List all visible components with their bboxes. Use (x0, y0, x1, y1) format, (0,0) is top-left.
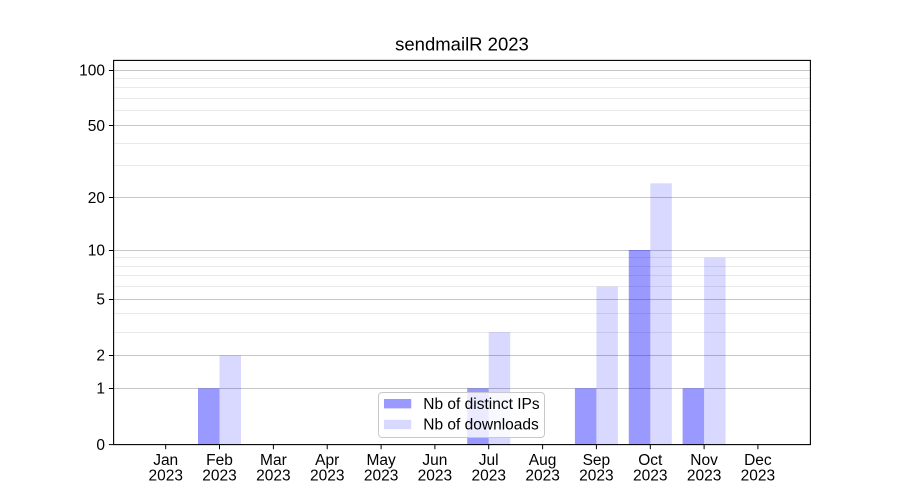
svg-text:Dec: Dec (744, 452, 772, 469)
svg-text:Jul: Jul (479, 452, 499, 469)
svg-text:2023: 2023 (525, 468, 559, 485)
svg-text:2023: 2023 (579, 468, 613, 485)
svg-text:Feb: Feb (206, 452, 233, 469)
svg-text:2023: 2023 (256, 468, 290, 485)
svg-text:May: May (366, 452, 396, 469)
svg-text:Aug: Aug (529, 452, 557, 469)
svg-text:2023: 2023 (741, 468, 775, 485)
svg-text:2: 2 (96, 348, 105, 365)
svg-text:Nov: Nov (690, 452, 718, 469)
svg-text:1: 1 (96, 381, 105, 398)
svg-text:Jun: Jun (422, 452, 447, 469)
svg-text:50: 50 (88, 118, 106, 135)
svg-text:2023: 2023 (687, 468, 721, 485)
svg-text:Jan: Jan (153, 452, 178, 469)
svg-text:2023: 2023 (148, 468, 182, 485)
svg-text:Apr: Apr (315, 452, 339, 469)
svg-text:0: 0 (96, 437, 105, 454)
svg-text:20: 20 (88, 190, 106, 207)
svg-text:2023: 2023 (633, 468, 667, 485)
svg-text:2023: 2023 (364, 468, 398, 485)
svg-text:2023: 2023 (202, 468, 236, 485)
svg-text:100: 100 (79, 62, 105, 79)
svg-text:Mar: Mar (260, 452, 287, 469)
svg-text:5: 5 (96, 292, 105, 309)
svg-text:Oct: Oct (638, 452, 663, 469)
svg-text:Sep: Sep (583, 452, 611, 469)
svg-text:Nb of distinct IPs: Nb of distinct IPs (423, 396, 540, 413)
svg-text:10: 10 (88, 242, 106, 259)
svg-text:2023: 2023 (310, 468, 344, 485)
svg-text:sendmailR 2023: sendmailR 2023 (395, 34, 529, 55)
svg-text:2023: 2023 (471, 468, 505, 485)
svg-text:Nb of downloads: Nb of downloads (423, 417, 539, 434)
svg-text:2023: 2023 (418, 468, 452, 485)
